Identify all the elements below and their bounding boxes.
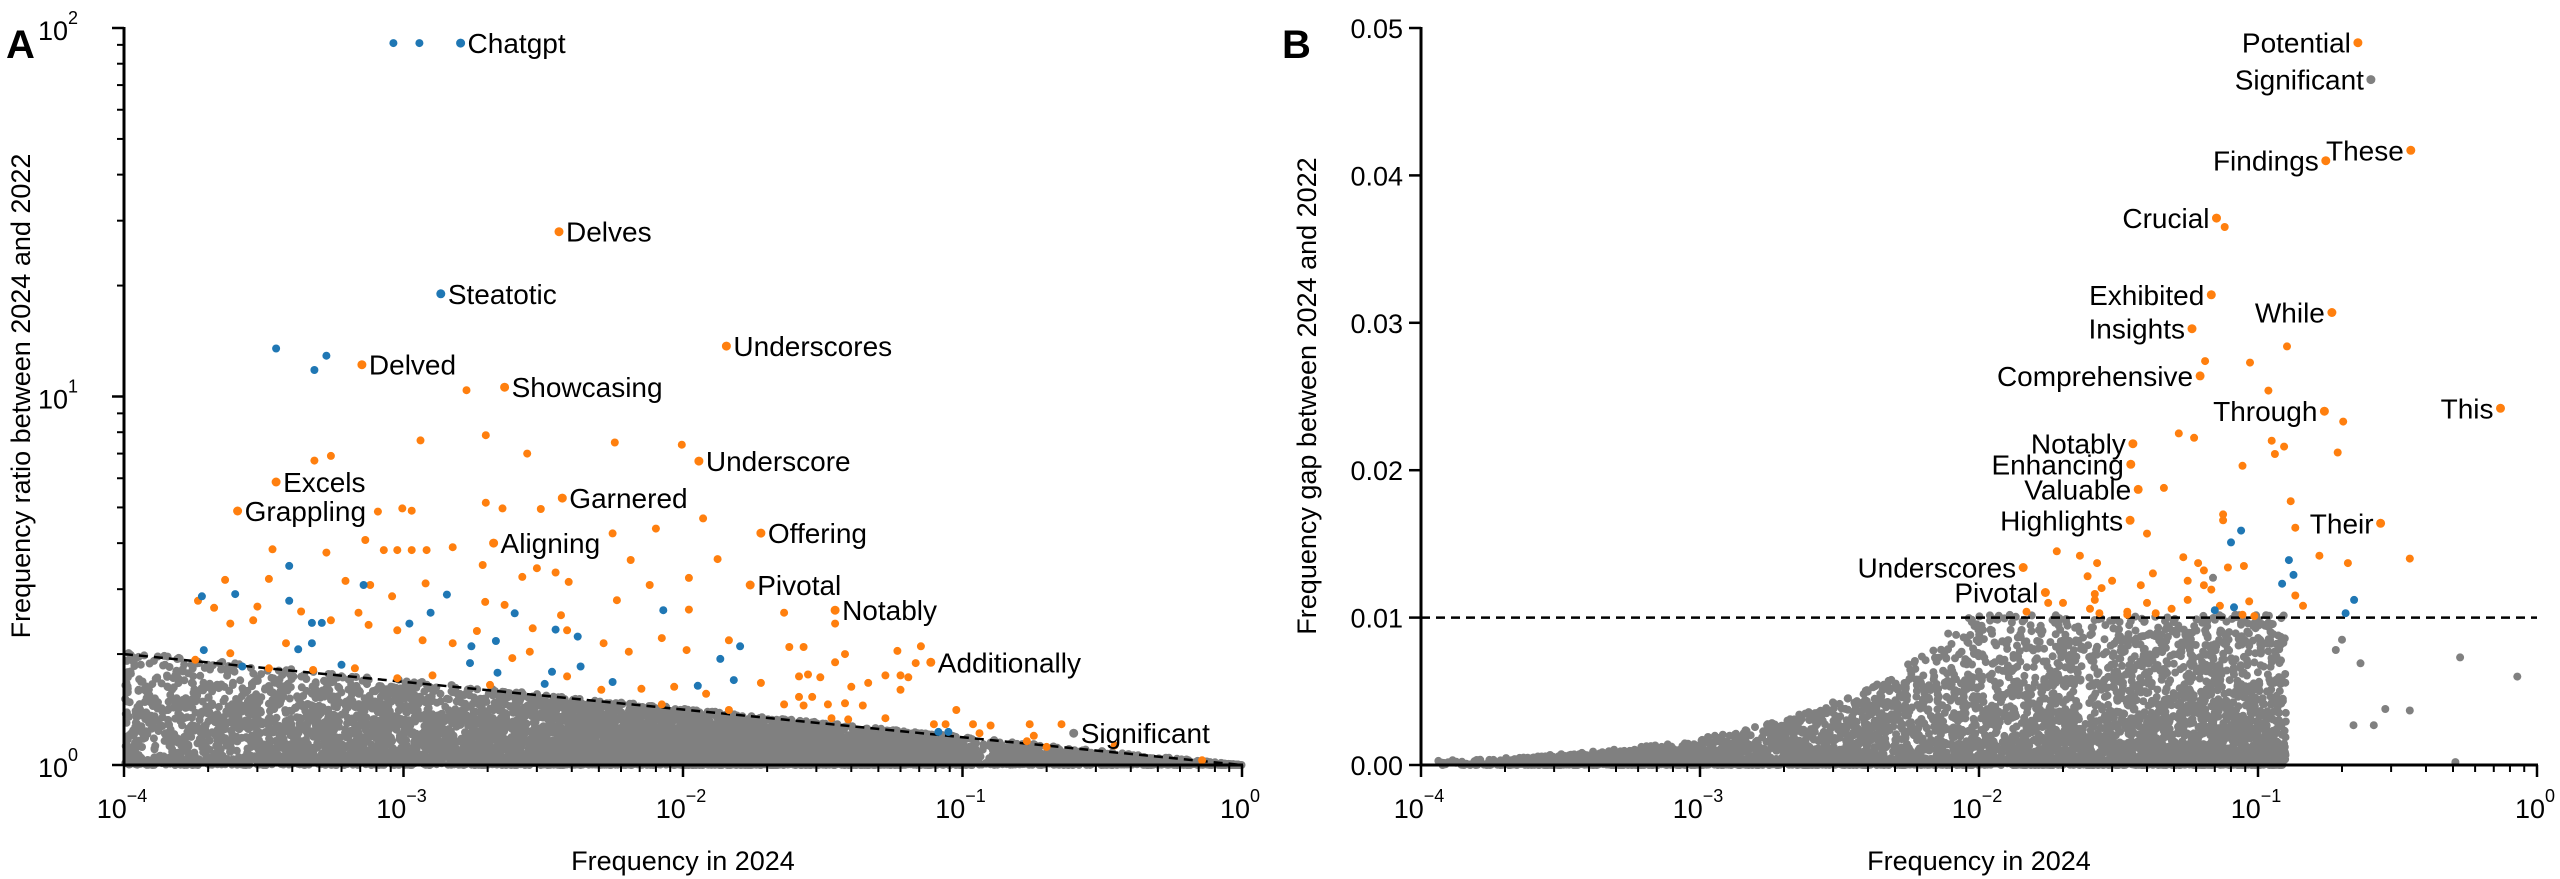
gray-point bbox=[343, 729, 352, 738]
panel-a-gray-points bbox=[121, 649, 1246, 769]
gray-point bbox=[257, 719, 266, 727]
gray-point bbox=[214, 702, 223, 711]
gray-point bbox=[226, 747, 234, 756]
panel-a-frequency-ratio-scatter: A Frequency ratio between 2024 and 2022 … bbox=[6, 8, 1260, 876]
panel-a-y-axis-label: Frequency ratio between 2024 and 2022 bbox=[6, 154, 36, 639]
gray-point bbox=[366, 746, 375, 754]
panel-a-letter: A bbox=[6, 23, 35, 67]
gray-point bbox=[254, 709, 263, 718]
gray-point bbox=[335, 684, 344, 692]
gray-point bbox=[473, 685, 482, 694]
gray-point bbox=[161, 660, 169, 669]
gray-point bbox=[136, 660, 145, 669]
gray-point bbox=[130, 730, 138, 739]
gray-point bbox=[189, 672, 198, 681]
panel-a-x-axis-label: Frequency in 2024 bbox=[571, 846, 795, 876]
gray-point bbox=[188, 679, 197, 688]
gray-point bbox=[253, 674, 262, 683]
gray-point bbox=[205, 679, 214, 688]
gray-point bbox=[248, 682, 256, 691]
gray-point bbox=[196, 671, 205, 680]
gray-point bbox=[479, 741, 487, 750]
gray-point bbox=[236, 676, 245, 685]
